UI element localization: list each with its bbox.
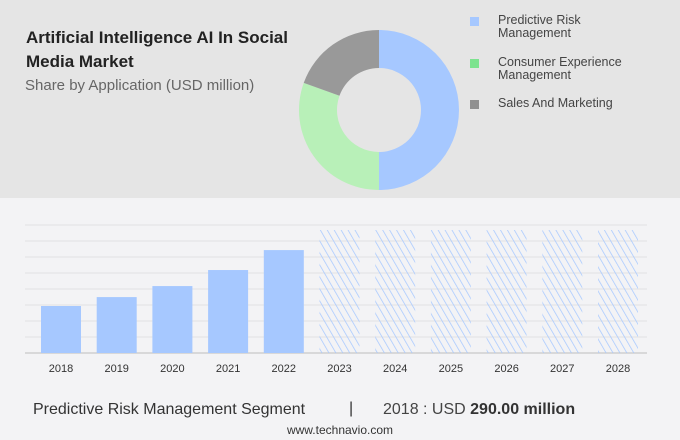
forecast-bar-2028 [598,230,638,353]
donut-slice-0 [379,30,459,190]
forecast-bar-2025 [430,230,471,353]
legend-swatch [470,17,479,26]
source-url: www.technavio.com [286,423,394,437]
forecast-bar-2024 [375,230,416,353]
legend-label: Predictive Risk Management [498,13,581,40]
bar-2022 [263,250,304,353]
x-tick-label: 2028 [606,363,630,375]
chart-title: Artificial Intelligence AI In Social Med… [26,28,288,71]
footer-year: 2018 : USD [383,401,471,418]
bar-2018 [41,306,81,353]
x-axis-ticks: 2018 2019 2020 2021 2022 2023 2024 2025 2026 2027… [49,363,630,375]
legend-swatch [470,100,479,109]
legend-swatch [470,59,479,68]
donut-slice-2 [303,30,379,96]
donut-slice-1 [299,82,379,190]
x-tick-label: 2022 [272,363,296,375]
x-tick-label: 2026 [494,363,518,375]
x-tick-label: 2025 [439,363,463,375]
chart-subtitle: Share by Application (USD million) [25,77,255,94]
legend-item-predictive: Predictive Risk Management [470,14,670,42]
bars [41,230,638,353]
legend-item-sales: Sales And Marketing [470,97,670,125]
bar-2019 [96,297,137,353]
forecast-bar-2026 [486,230,527,353]
legend-label: Sales And Marketing [498,96,613,110]
x-tick-label: 2018 [49,363,73,375]
footer-amount: 290.00 million [470,401,576,418]
legend: Predictive Risk Management Consumer Expe… [470,14,680,124]
x-tick-label: 2023 [327,363,351,375]
bar-2021 [208,270,249,353]
x-tick-label: 2021 [216,363,240,375]
footer-segment: Predictive Risk Management Segment [33,401,306,418]
forecast-bar-2027 [542,230,583,353]
donut-chart [299,30,459,190]
x-tick-label: 2027 [550,363,574,375]
legend-label: Consumer Experience Management [498,55,622,82]
footer-separator: | [349,400,354,417]
legend-item-consumer: Consumer Experience Management [470,56,670,84]
x-tick-label: 2020 [160,363,184,375]
x-tick-label: 2024 [383,363,407,375]
bar-2020 [152,286,193,353]
forecast-bar-2023 [319,230,360,353]
x-tick-label: 2019 [104,363,128,375]
footer-value: 2018 : USD 290.00 million [383,401,575,419]
